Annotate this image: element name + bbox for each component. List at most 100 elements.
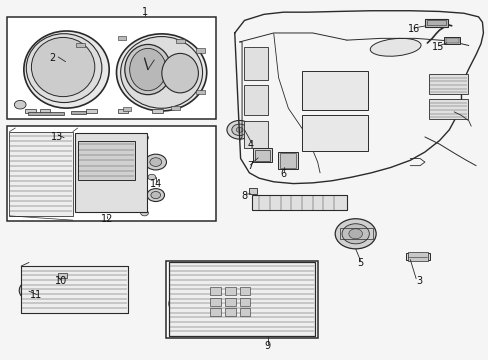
Circle shape bbox=[341, 224, 368, 244]
Circle shape bbox=[279, 295, 302, 312]
Bar bbox=[210, 309, 221, 316]
Bar bbox=[122, 107, 131, 111]
Text: 11: 11 bbox=[30, 291, 42, 301]
Circle shape bbox=[145, 154, 166, 170]
Text: 16: 16 bbox=[407, 24, 420, 35]
Circle shape bbox=[148, 174, 156, 180]
Text: 14: 14 bbox=[149, 179, 162, 189]
Text: 1: 1 bbox=[141, 7, 147, 17]
Text: 2: 2 bbox=[49, 53, 55, 63]
Bar bbox=[168, 262, 315, 336]
Bar bbox=[6, 17, 216, 119]
Bar bbox=[176, 39, 184, 43]
Ellipse shape bbox=[129, 48, 166, 91]
Text: 15: 15 bbox=[431, 42, 444, 52]
Circle shape bbox=[348, 229, 362, 239]
Bar bbox=[21, 266, 128, 313]
Bar bbox=[428, 74, 467, 94]
Bar bbox=[58, 273, 67, 278]
Bar bbox=[195, 48, 204, 53]
Circle shape bbox=[72, 281, 100, 301]
Bar bbox=[25, 109, 36, 113]
Bar bbox=[6, 126, 216, 221]
Bar bbox=[171, 106, 180, 110]
Bar bbox=[40, 109, 50, 113]
Circle shape bbox=[151, 192, 160, 199]
Ellipse shape bbox=[124, 44, 171, 95]
Text: 4: 4 bbox=[247, 140, 253, 150]
Bar bbox=[195, 90, 204, 94]
Bar bbox=[302, 71, 367, 110]
Bar bbox=[168, 262, 315, 336]
Bar bbox=[239, 309, 250, 316]
Ellipse shape bbox=[121, 37, 202, 108]
Bar bbox=[76, 43, 85, 47]
Bar bbox=[118, 36, 126, 40]
Ellipse shape bbox=[26, 34, 102, 103]
Bar bbox=[166, 261, 317, 338]
Text: 6: 6 bbox=[280, 168, 286, 179]
Bar bbox=[249, 188, 256, 194]
Circle shape bbox=[141, 135, 148, 140]
Text: 13: 13 bbox=[51, 132, 63, 142]
Circle shape bbox=[141, 210, 148, 216]
Ellipse shape bbox=[31, 37, 95, 96]
Bar bbox=[239, 287, 250, 295]
Text: 5: 5 bbox=[357, 258, 363, 268]
Circle shape bbox=[19, 280, 48, 301]
Bar bbox=[426, 20, 446, 25]
Circle shape bbox=[25, 284, 42, 297]
Circle shape bbox=[78, 285, 94, 297]
Bar bbox=[27, 112, 64, 115]
Circle shape bbox=[30, 288, 38, 293]
Circle shape bbox=[226, 121, 252, 139]
Bar bbox=[86, 109, 97, 113]
Bar bbox=[78, 140, 135, 180]
Bar bbox=[406, 253, 429, 260]
Circle shape bbox=[334, 219, 375, 249]
Circle shape bbox=[147, 189, 164, 202]
Circle shape bbox=[272, 290, 309, 318]
Ellipse shape bbox=[369, 39, 420, 56]
Circle shape bbox=[175, 296, 196, 312]
Bar bbox=[339, 228, 372, 239]
Text: 10: 10 bbox=[55, 276, 67, 286]
Bar bbox=[407, 252, 427, 261]
Circle shape bbox=[168, 291, 203, 316]
Text: 9: 9 bbox=[264, 341, 270, 351]
Bar bbox=[210, 298, 221, 306]
Bar bbox=[239, 298, 250, 306]
Text: 7: 7 bbox=[247, 161, 253, 171]
Bar bbox=[302, 116, 367, 151]
Bar bbox=[224, 287, 235, 295]
Bar bbox=[71, 111, 86, 114]
Ellipse shape bbox=[162, 53, 198, 93]
Bar bbox=[224, 298, 235, 306]
Circle shape bbox=[149, 158, 162, 166]
Bar bbox=[424, 19, 447, 27]
Bar bbox=[244, 47, 267, 80]
Bar bbox=[251, 195, 346, 211]
Circle shape bbox=[301, 324, 309, 330]
Bar bbox=[445, 39, 458, 42]
Circle shape bbox=[236, 127, 243, 132]
Bar bbox=[224, 309, 235, 316]
Circle shape bbox=[175, 280, 186, 288]
Bar bbox=[244, 85, 267, 116]
Bar bbox=[255, 150, 269, 161]
Ellipse shape bbox=[116, 34, 206, 111]
Bar bbox=[253, 148, 271, 162]
Bar bbox=[277, 152, 298, 169]
Bar bbox=[152, 109, 162, 113]
Bar bbox=[428, 99, 467, 119]
Bar bbox=[9, 132, 73, 216]
Bar bbox=[21, 266, 128, 313]
Bar bbox=[75, 134, 147, 212]
Bar bbox=[444, 37, 459, 44]
Text: 3: 3 bbox=[415, 276, 421, 286]
Text: 8: 8 bbox=[241, 191, 247, 201]
Bar bbox=[279, 153, 296, 168]
Circle shape bbox=[231, 124, 247, 135]
Circle shape bbox=[14, 100, 26, 109]
Bar bbox=[210, 287, 221, 295]
